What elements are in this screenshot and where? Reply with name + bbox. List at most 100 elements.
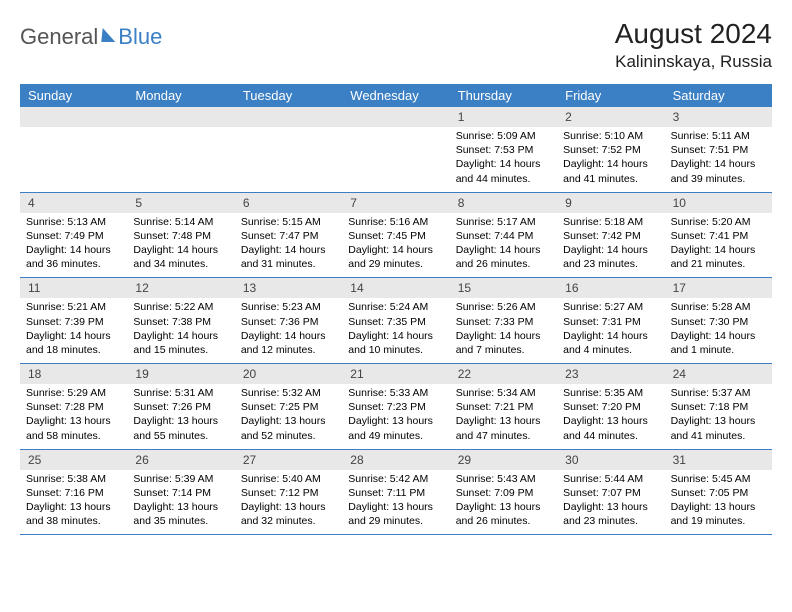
day-number: 25 (20, 450, 127, 470)
details-row: Sunrise: 5:38 AM Sunset: 7:16 PM Dayligh… (20, 470, 772, 535)
day-number: 18 (20, 364, 127, 384)
day-details: Sunrise: 5:22 AM Sunset: 7:38 PM Dayligh… (127, 298, 234, 363)
day-details: Sunrise: 5:10 AM Sunset: 7:52 PM Dayligh… (557, 127, 664, 192)
weekday-friday: Friday (557, 84, 664, 107)
day-number: 31 (665, 450, 772, 470)
day-details: Sunrise: 5:14 AM Sunset: 7:48 PM Dayligh… (127, 213, 234, 278)
day-details (127, 127, 234, 192)
week-row: 123Sunrise: 5:09 AM Sunset: 7:53 PM Dayl… (20, 107, 772, 193)
day-details (342, 127, 449, 192)
day-number: 23 (557, 364, 664, 384)
weekday-sunday: Sunday (20, 84, 127, 107)
day-number: 2 (557, 107, 664, 127)
day-number: 27 (235, 450, 342, 470)
day-number: 21 (342, 364, 449, 384)
daynum-row: 45678910 (20, 193, 772, 213)
title-block: August 2024 Kalininskaya, Russia (615, 18, 772, 72)
day-number: 1 (450, 107, 557, 127)
day-details: Sunrise: 5:34 AM Sunset: 7:21 PM Dayligh… (450, 384, 557, 449)
day-number (20, 107, 127, 127)
day-number: 12 (127, 278, 234, 298)
header: General Blue August 2024 Kalininskaya, R… (20, 18, 772, 72)
day-details: Sunrise: 5:27 AM Sunset: 7:31 PM Dayligh… (557, 298, 664, 363)
day-number: 24 (665, 364, 772, 384)
day-number: 11 (20, 278, 127, 298)
day-details: Sunrise: 5:13 AM Sunset: 7:49 PM Dayligh… (20, 213, 127, 278)
day-details: Sunrise: 5:40 AM Sunset: 7:12 PM Dayligh… (235, 470, 342, 535)
day-details: Sunrise: 5:16 AM Sunset: 7:45 PM Dayligh… (342, 213, 449, 278)
day-number: 26 (127, 450, 234, 470)
day-details: Sunrise: 5:32 AM Sunset: 7:25 PM Dayligh… (235, 384, 342, 449)
day-number (235, 107, 342, 127)
day-details: Sunrise: 5:24 AM Sunset: 7:35 PM Dayligh… (342, 298, 449, 363)
day-details: Sunrise: 5:09 AM Sunset: 7:53 PM Dayligh… (450, 127, 557, 192)
weekday-saturday: Saturday (665, 84, 772, 107)
details-row: Sunrise: 5:09 AM Sunset: 7:53 PM Dayligh… (20, 127, 772, 192)
day-details: Sunrise: 5:20 AM Sunset: 7:41 PM Dayligh… (665, 213, 772, 278)
weekday-monday: Monday (127, 84, 234, 107)
day-details: Sunrise: 5:28 AM Sunset: 7:30 PM Dayligh… (665, 298, 772, 363)
weekday-wednesday: Wednesday (342, 84, 449, 107)
day-number: 8 (450, 193, 557, 213)
logo-sail-icon (102, 28, 117, 42)
day-details: Sunrise: 5:21 AM Sunset: 7:39 PM Dayligh… (20, 298, 127, 363)
day-details: Sunrise: 5:45 AM Sunset: 7:05 PM Dayligh… (665, 470, 772, 535)
day-details: Sunrise: 5:38 AM Sunset: 7:16 PM Dayligh… (20, 470, 127, 535)
day-details: Sunrise: 5:23 AM Sunset: 7:36 PM Dayligh… (235, 298, 342, 363)
day-details: Sunrise: 5:29 AM Sunset: 7:28 PM Dayligh… (20, 384, 127, 449)
logo: General Blue (20, 24, 162, 50)
day-details: Sunrise: 5:26 AM Sunset: 7:33 PM Dayligh… (450, 298, 557, 363)
details-row: Sunrise: 5:13 AM Sunset: 7:49 PM Dayligh… (20, 213, 772, 278)
day-details: Sunrise: 5:37 AM Sunset: 7:18 PM Dayligh… (665, 384, 772, 449)
day-details: Sunrise: 5:11 AM Sunset: 7:51 PM Dayligh… (665, 127, 772, 192)
day-details: Sunrise: 5:31 AM Sunset: 7:26 PM Dayligh… (127, 384, 234, 449)
daynum-row: 123 (20, 107, 772, 127)
day-details: Sunrise: 5:17 AM Sunset: 7:44 PM Dayligh… (450, 213, 557, 278)
day-number (127, 107, 234, 127)
weekday-header: Sunday Monday Tuesday Wednesday Thursday… (20, 84, 772, 107)
day-number: 22 (450, 364, 557, 384)
day-number: 14 (342, 278, 449, 298)
day-number: 16 (557, 278, 664, 298)
day-number: 7 (342, 193, 449, 213)
day-number: 10 (665, 193, 772, 213)
day-number: 3 (665, 107, 772, 127)
day-details: Sunrise: 5:39 AM Sunset: 7:14 PM Dayligh… (127, 470, 234, 535)
week-row: 18192021222324Sunrise: 5:29 AM Sunset: 7… (20, 364, 772, 450)
calendar-body: 123Sunrise: 5:09 AM Sunset: 7:53 PM Dayl… (20, 107, 772, 535)
day-number: 28 (342, 450, 449, 470)
day-details: Sunrise: 5:33 AM Sunset: 7:23 PM Dayligh… (342, 384, 449, 449)
daynum-row: 25262728293031 (20, 450, 772, 470)
daynum-row: 18192021222324 (20, 364, 772, 384)
day-details: Sunrise: 5:15 AM Sunset: 7:47 PM Dayligh… (235, 213, 342, 278)
day-number: 29 (450, 450, 557, 470)
weekday-tuesday: Tuesday (235, 84, 342, 107)
day-details: Sunrise: 5:42 AM Sunset: 7:11 PM Dayligh… (342, 470, 449, 535)
day-number: 30 (557, 450, 664, 470)
day-number: 13 (235, 278, 342, 298)
week-row: 11121314151617Sunrise: 5:21 AM Sunset: 7… (20, 278, 772, 364)
weekday-thursday: Thursday (450, 84, 557, 107)
day-number (342, 107, 449, 127)
day-details: Sunrise: 5:44 AM Sunset: 7:07 PM Dayligh… (557, 470, 664, 535)
day-number: 6 (235, 193, 342, 213)
daynum-row: 11121314151617 (20, 278, 772, 298)
week-row: 25262728293031Sunrise: 5:38 AM Sunset: 7… (20, 450, 772, 536)
day-number: 20 (235, 364, 342, 384)
month-title: August 2024 (615, 18, 772, 50)
day-details (235, 127, 342, 192)
day-number: 15 (450, 278, 557, 298)
day-details (20, 127, 127, 192)
week-row: 45678910Sunrise: 5:13 AM Sunset: 7:49 PM… (20, 193, 772, 279)
day-number: 5 (127, 193, 234, 213)
day-details: Sunrise: 5:18 AM Sunset: 7:42 PM Dayligh… (557, 213, 664, 278)
location: Kalininskaya, Russia (615, 52, 772, 72)
details-row: Sunrise: 5:29 AM Sunset: 7:28 PM Dayligh… (20, 384, 772, 449)
day-number: 4 (20, 193, 127, 213)
day-details: Sunrise: 5:35 AM Sunset: 7:20 PM Dayligh… (557, 384, 664, 449)
day-number: 19 (127, 364, 234, 384)
day-number: 9 (557, 193, 664, 213)
day-details: Sunrise: 5:43 AM Sunset: 7:09 PM Dayligh… (450, 470, 557, 535)
logo-text-general: General (20, 24, 98, 50)
details-row: Sunrise: 5:21 AM Sunset: 7:39 PM Dayligh… (20, 298, 772, 363)
